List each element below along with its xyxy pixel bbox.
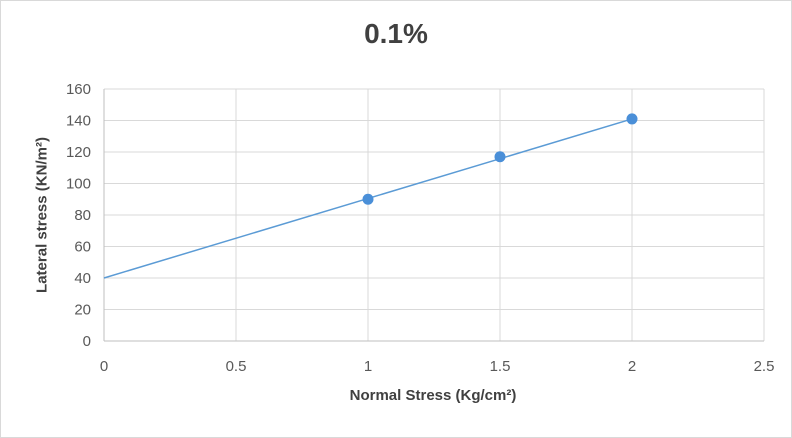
y-tick-label: 0 xyxy=(83,333,91,350)
x-tick-label: 0.5 xyxy=(226,358,247,375)
chart-title: 0.1% xyxy=(364,18,428,49)
x-tick-label: 1.5 xyxy=(490,358,511,375)
data-point xyxy=(494,151,506,163)
grid-lines xyxy=(104,88,765,341)
y-tick-label: 40 xyxy=(74,270,91,287)
x-tick-label: 2.5 xyxy=(754,358,775,375)
x-tick-label: 0 xyxy=(100,358,108,375)
y-tick-label: 120 xyxy=(66,144,91,161)
y-tick-label: 20 xyxy=(74,302,91,319)
y-tick-label: 60 xyxy=(74,239,91,256)
axes xyxy=(103,89,764,342)
x-tick-label: 2 xyxy=(628,358,636,375)
y-tick-label: 140 xyxy=(66,113,91,130)
x-tick-label: 1 xyxy=(364,358,372,375)
x-axis-title: Normal Stress (Kg/cm²) xyxy=(349,387,517,404)
data-point xyxy=(626,113,638,125)
y-tick-label: 160 xyxy=(66,81,91,98)
y-tick-label: 80 xyxy=(74,207,91,224)
data-point xyxy=(362,193,374,205)
data-series xyxy=(103,113,638,279)
tick-labels: 0 20 40 60 80 100 120 140 160 0 0.5 1 1.5 2 2.5 xyxy=(66,81,774,375)
y-tick-label: 100 xyxy=(66,176,91,193)
